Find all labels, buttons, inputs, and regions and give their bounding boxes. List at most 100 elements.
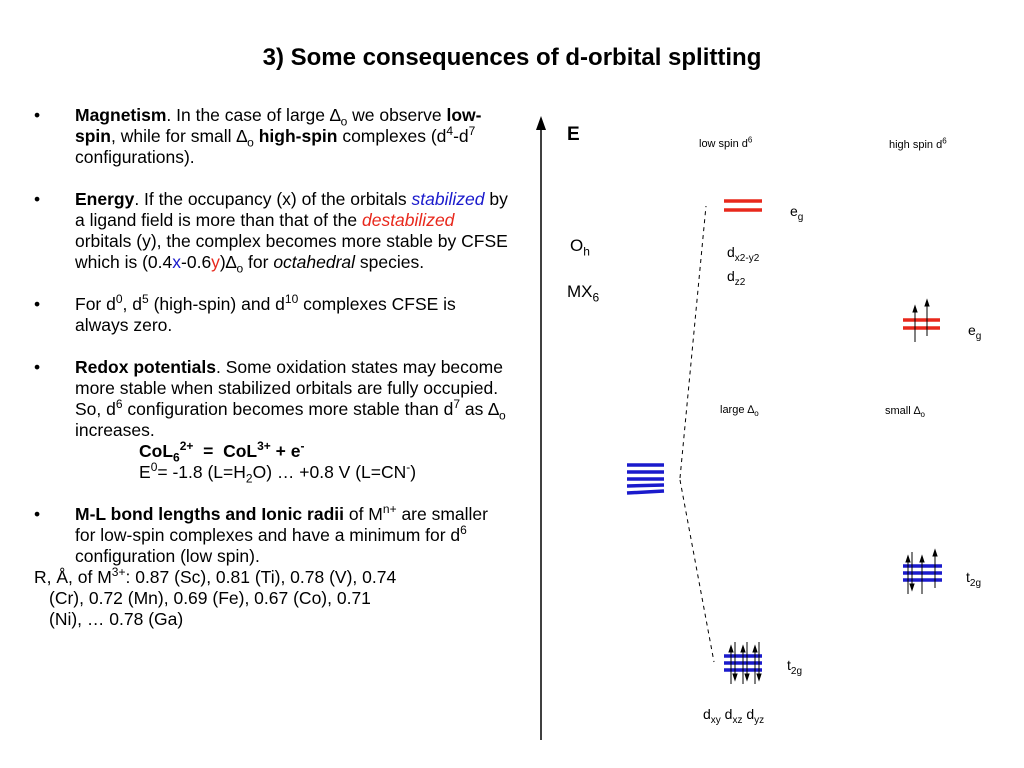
text: t <box>966 569 970 585</box>
low-spin-t2g-levels <box>724 642 762 684</box>
text: . In the case of large <box>166 105 330 125</box>
high-spin-t2g-label: t2g <box>966 569 981 588</box>
text: high spin d <box>889 139 943 151</box>
redox-equation: CoL62+ = CoL3+ + e- <box>75 439 512 463</box>
sub: o <box>920 410 925 420</box>
delta-symbol: ∆ <box>488 399 499 419</box>
sub: xz <box>732 714 743 726</box>
free-ion-levels <box>626 463 665 495</box>
sup: 7 <box>468 124 476 139</box>
bullet-dot: • <box>34 357 41 377</box>
text: R, Å, of M <box>34 567 112 587</box>
bullet-dot: • <box>34 105 41 125</box>
sub: o <box>236 261 244 276</box>
octahedral-term: octahedral <box>273 252 356 272</box>
sup: 2+ <box>179 439 194 454</box>
delta-symbol: ∆ <box>225 252 237 272</box>
energy-axis-label: E <box>567 124 580 145</box>
page-title: 3) Some consequences of d-orbital splitt… <box>262 44 762 71</box>
sub: z2 <box>734 276 746 288</box>
sup: - <box>300 439 305 454</box>
text: (high-spin) and d <box>148 294 285 314</box>
sub: 2g <box>790 665 803 677</box>
bullet-magnetism: • Magnetism. In the case of large ∆o we … <box>34 105 512 168</box>
text: increases. <box>75 420 155 440</box>
stabilized-term: stabilized <box>411 189 485 209</box>
text: MX <box>567 282 593 301</box>
sup: 10 <box>284 292 299 307</box>
low-spin-eg-levels <box>724 199 762 212</box>
text: for <box>243 252 274 272</box>
text: , while for small <box>110 126 237 146</box>
text: low spin d <box>699 138 748 150</box>
sub: o <box>754 409 759 419</box>
text: ) <box>410 462 417 482</box>
dz2-label: dz2 <box>727 268 745 287</box>
text: of M <box>343 504 383 524</box>
sub: g <box>975 330 982 342</box>
mx6-label: MX6 <box>567 282 600 305</box>
sub: yz <box>754 714 765 726</box>
sup: 6 <box>942 136 947 146</box>
bonds-heading: M-L bond lengths and Ionic radii <box>75 504 344 524</box>
text: t <box>787 657 791 673</box>
bullet-dot: • <box>34 189 41 209</box>
sub: 6 <box>592 290 600 305</box>
text: . If the occupancy (x) of the orbitals <box>134 189 412 209</box>
high-spin-eg-levels <box>903 298 940 342</box>
y-var: y <box>211 252 220 272</box>
text: + e <box>270 441 301 461</box>
sup: 0 <box>115 292 123 307</box>
sub: o <box>340 114 348 129</box>
text: d <box>703 706 711 722</box>
sup: - <box>406 460 411 475</box>
delta-symbol: ∆ <box>913 405 921 417</box>
sup: n+ <box>382 502 397 517</box>
high-spin-d6-label: high spin d6 <box>889 136 947 151</box>
text: = -1.8 (L=H <box>157 462 246 482</box>
text: as <box>460 399 489 419</box>
sup: 0 <box>150 460 158 475</box>
sup: 6 <box>115 397 123 412</box>
sup: 6 <box>460 523 467 538</box>
sub: x2-y2 <box>734 252 760 264</box>
text: configurations). <box>75 147 195 167</box>
high-spin-term: high-spin <box>258 126 338 146</box>
bullet-bonds: • M-L bond lengths and Ionic radii of Mn… <box>34 502 512 567</box>
text: = CoL <box>193 441 258 461</box>
text: large <box>720 404 748 416</box>
redox-heading: Redox potentials <box>75 357 216 377</box>
ionic-radii-line: R, Å, of M3+: 0.87 (Sc), 0.81 (Ti), 0.78… <box>34 565 512 588</box>
text: configuration becomes more stable than d <box>122 399 454 419</box>
sub: o <box>247 135 254 150</box>
low-spin-eg-label: eg <box>790 203 803 222</box>
energy-heading: Energy <box>75 189 135 209</box>
low-spin-t2g-label: t2g <box>787 657 802 676</box>
sup: 6 <box>747 135 753 145</box>
text: e <box>968 322 976 338</box>
delta-symbol: ∆ <box>747 404 755 416</box>
magnetism-heading: Magnetism <box>75 105 167 125</box>
text: d <box>727 244 735 260</box>
sup: 3+ <box>111 565 126 580</box>
delta-symbol: ∆ <box>236 126 248 146</box>
text: d <box>720 706 733 722</box>
high-spin-eg-label: eg <box>968 322 981 341</box>
bullet-dot: • <box>34 294 41 314</box>
sup: 7 <box>453 397 460 412</box>
energy-axis-arrowhead <box>536 116 546 130</box>
text: e <box>790 203 798 219</box>
high-spin-t2g-levels <box>903 548 942 594</box>
text: , d <box>122 294 143 314</box>
text: species. <box>355 252 425 272</box>
bullet-dot: • <box>34 504 41 524</box>
text: we observe <box>347 105 447 125</box>
small-delta-label: small ∆o <box>885 405 925 420</box>
text: d <box>727 268 735 284</box>
text: ) <box>219 252 226 272</box>
destabilized-term: destabilized <box>361 210 455 230</box>
text: O <box>570 236 584 255</box>
bullet-list: • Magnetism. In the case of large ∆o we … <box>34 105 512 630</box>
sup: 4 <box>446 124 454 139</box>
